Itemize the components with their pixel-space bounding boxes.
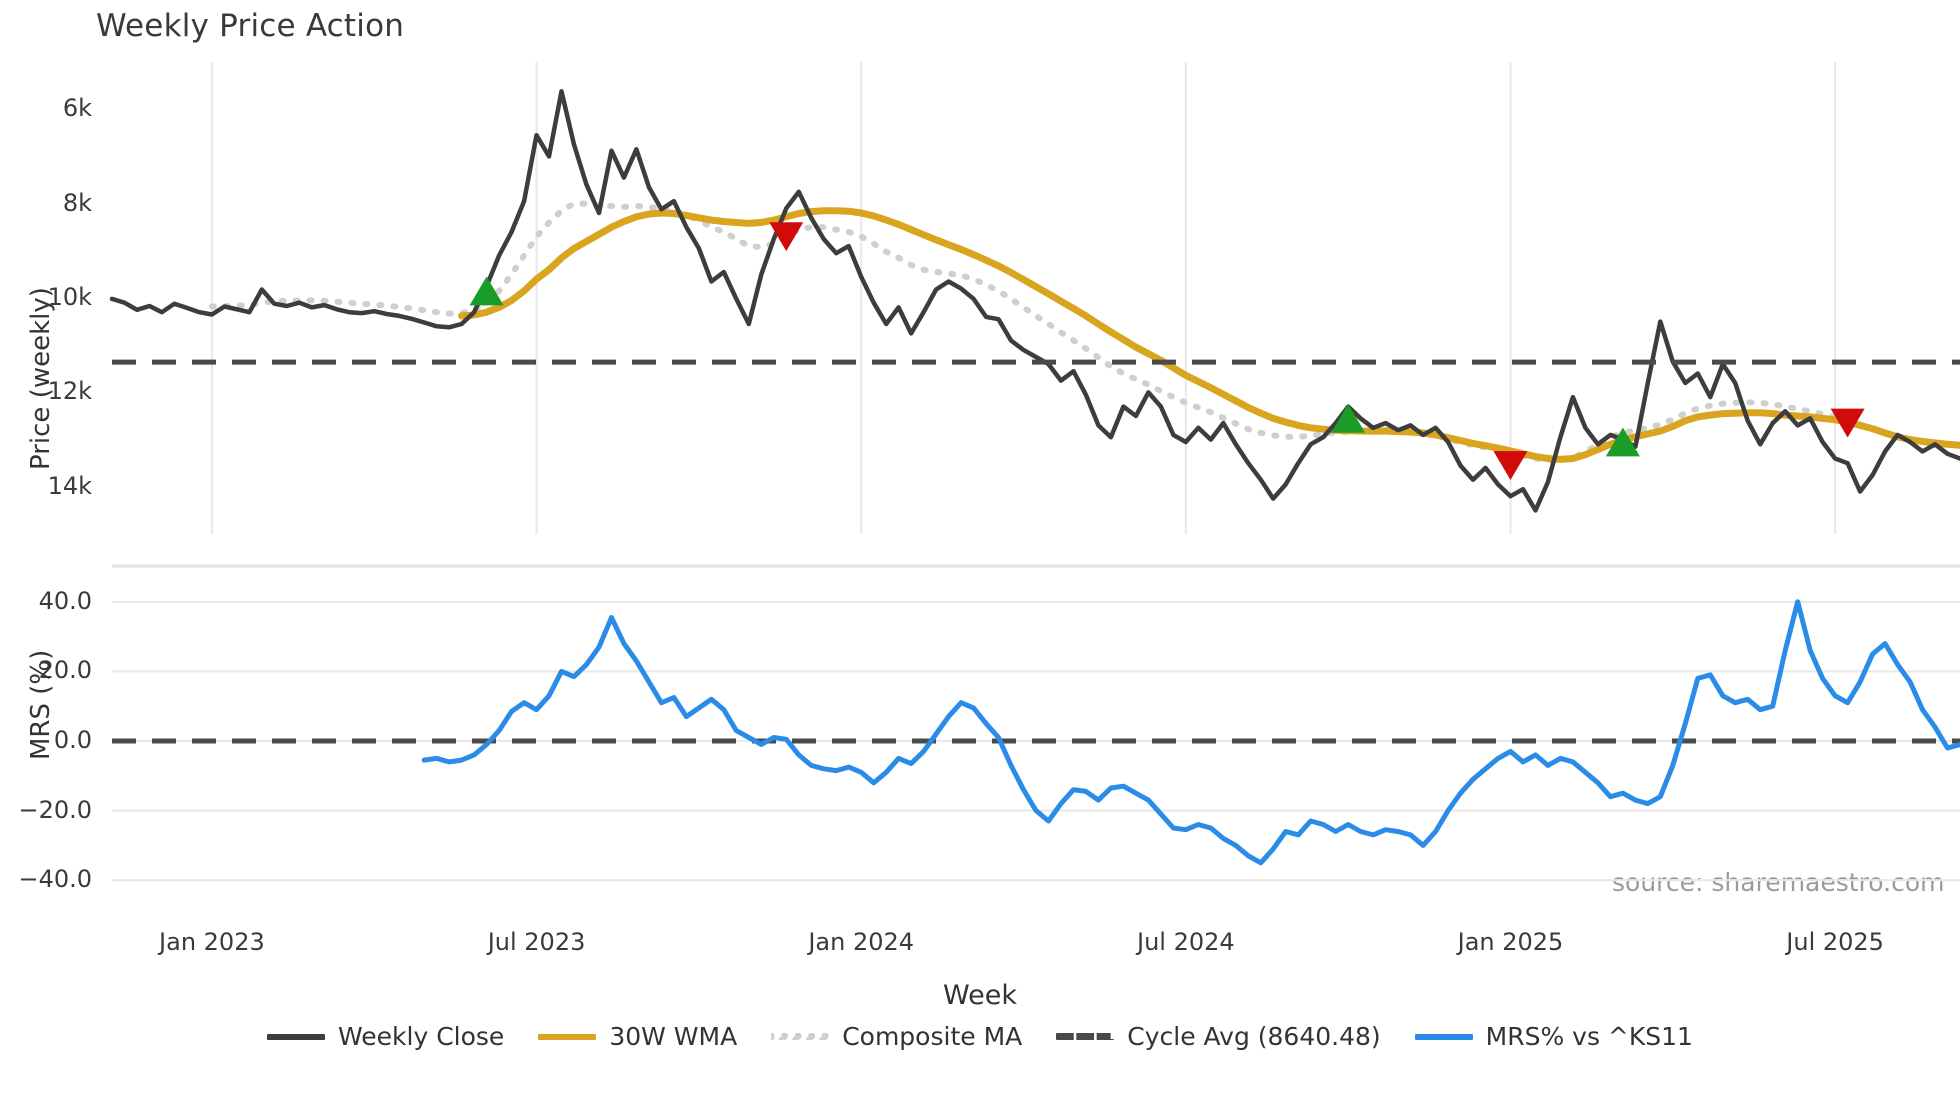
x-tick-5: Jul 2025: [1786, 928, 1884, 956]
legend-label-4: MRS% vs ^KS11: [1485, 1022, 1693, 1051]
weekly-close-line: [109, 89, 1960, 513]
mrs-tick-3: 20.0: [38, 656, 92, 685]
buy-marker-4[interactable]: [1605, 427, 1640, 457]
legend-item-3[interactable]: Cycle Avg (8640.48): [1056, 1022, 1381, 1051]
price-tick-4: 6k: [62, 94, 92, 123]
x-tick-3: Jul 2024: [1136, 928, 1235, 956]
legend-item-2[interactable]: Composite MA: [771, 1022, 1022, 1051]
price-tick-2: 10k: [47, 283, 92, 311]
x-tick-0: Jan 2023: [159, 928, 265, 956]
price-tick-0: 14k: [47, 471, 92, 500]
wma-line: [458, 207, 1960, 463]
legend-item-1[interactable]: 30W WMA: [538, 1022, 737, 1051]
mrs-tick-4: 40.0: [38, 586, 92, 615]
sell-marker-1[interactable]: [769, 222, 804, 252]
price-tick-1: 12k: [47, 377, 92, 406]
legend-label-1: 30W WMA: [609, 1022, 738, 1051]
legend-label-2: Composite MA: [842, 1022, 1023, 1051]
buy-marker-0[interactable]: [469, 276, 504, 306]
legend-label-3: Cycle Avg (8640.48): [1127, 1022, 1381, 1051]
sell-marker-3[interactable]: [1493, 451, 1528, 481]
legend-label-0: Weekly Close: [338, 1022, 505, 1051]
x-tick-1: Jul 2023: [487, 928, 586, 956]
composite-ma-line: [208, 200, 1960, 464]
legend-swatch-4: [1414, 1033, 1473, 1040]
mrs-tick-1: −20.0: [18, 795, 92, 824]
x-tick-2: Jan 2024: [808, 928, 915, 956]
legend-swatch-2: [771, 1033, 830, 1040]
legend-swatch-1: [538, 1033, 597, 1040]
buy-marker-2[interactable]: [1331, 403, 1366, 433]
source-watermark: source: sharemaestro.com: [1612, 868, 1945, 897]
mrs-tick-0: −40.0: [18, 865, 92, 894]
page-title: Weekly Price Action: [96, 8, 405, 44]
mrs-line: [421, 599, 1960, 866]
x-axis-label: Week: [943, 980, 1017, 1011]
legend-swatch-0: [267, 1033, 326, 1040]
sell-marker-5[interactable]: [1830, 408, 1865, 438]
mrs-tick-2: 0.0: [53, 726, 92, 754]
legend-swatch-3: [1056, 1033, 1115, 1040]
chart-legend: Weekly Close 30W WMA Composite MA Cycle Avg…: [0, 1022, 1960, 1051]
price-tick-3: 8k: [62, 188, 92, 217]
x-tick-4: Jan 2025: [1457, 928, 1564, 956]
legend-item-4[interactable]: MRS% vs ^KS11: [1414, 1022, 1693, 1051]
legend-item-0[interactable]: Weekly Close: [267, 1022, 504, 1051]
